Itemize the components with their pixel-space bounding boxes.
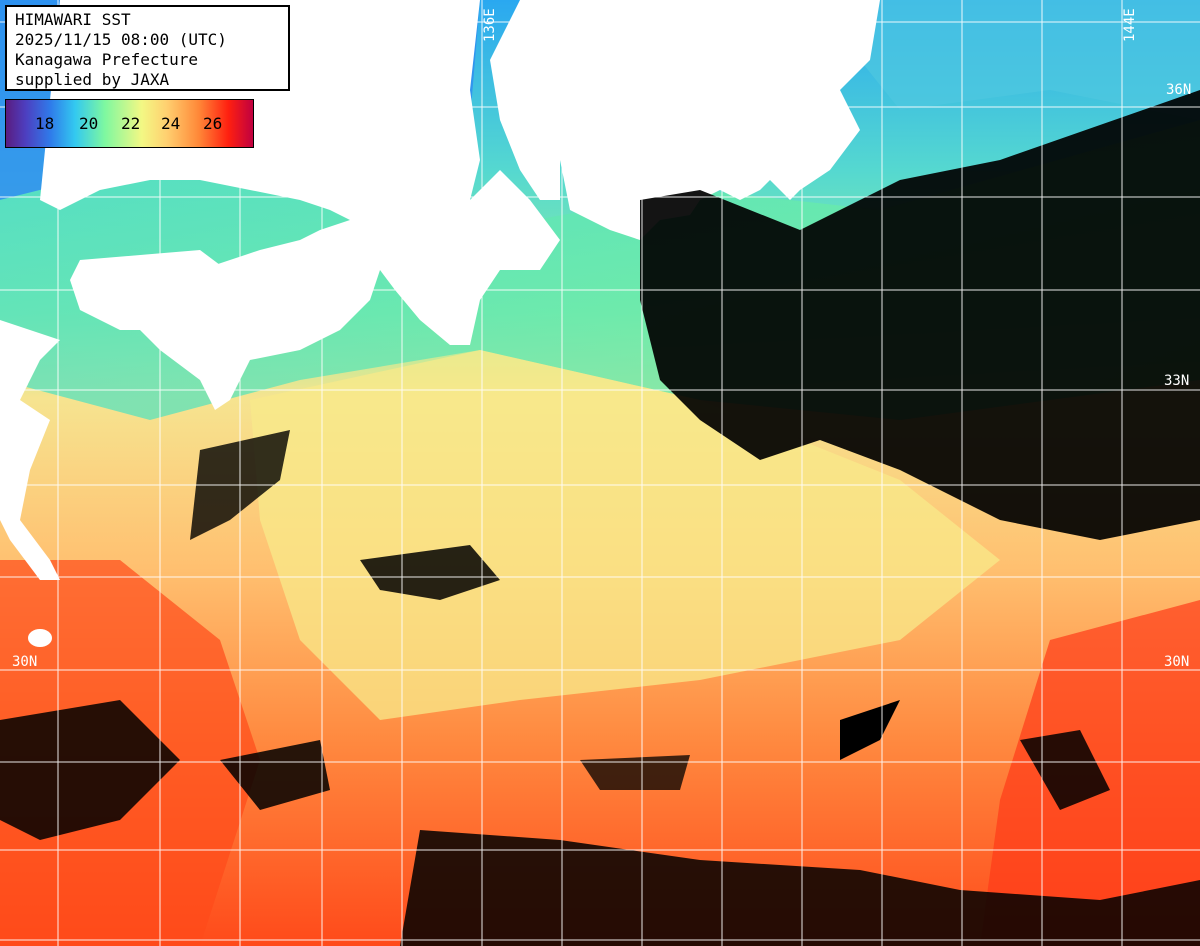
legend-tick: 22: [121, 114, 141, 133]
map-title: HIMAWARI SST: [15, 10, 131, 29]
map-credit: supplied by JAXA: [15, 70, 170, 89]
warm-water-tongue: [250, 350, 1000, 720]
lat-label-30n-right: 30N: [1164, 654, 1190, 670]
land-kii-north: [490, 0, 560, 200]
land-honshu-central: [530, 0, 880, 240]
lat-label-30n-left: 30N: [12, 654, 38, 670]
legend-tick: 24: [161, 114, 181, 133]
cold-water-region-east: [860, 0, 1200, 120]
legend-tick: 18: [35, 114, 55, 133]
lat-label-33-left: 33: [12, 375, 29, 391]
cloud-mask-patch: [0, 700, 180, 840]
cloud-mask-south: [400, 830, 1200, 946]
legend-tick: 20: [79, 114, 99, 133]
land-island-south: [28, 629, 52, 647]
lat-label-33n-right: 33N: [1164, 373, 1190, 389]
land-kyushu: [0, 320, 60, 580]
lat-label-36n: 36N: [1166, 82, 1192, 98]
cloud-mask-northeast: [640, 90, 1200, 540]
map-region: Kanagawa Prefecture: [15, 50, 199, 69]
cloud-mask-patch: [840, 700, 900, 760]
cloud-mask-patch: [220, 740, 330, 810]
lon-label-136e: 136E: [482, 8, 498, 42]
cloud-mask-patch: [580, 755, 690, 790]
map-datetime: 2025/11/15 08:00 (UTC): [15, 30, 227, 49]
color-scale-legend: 18 20 22 24 26: [5, 99, 254, 148]
cloud-mask-patch: [360, 545, 500, 600]
lon-label-144e: 144E: [1122, 8, 1138, 42]
legend-tick: 26: [203, 114, 223, 133]
info-box: HIMAWARI SST 2025/11/15 08:00 (UTC) Kana…: [5, 5, 290, 91]
